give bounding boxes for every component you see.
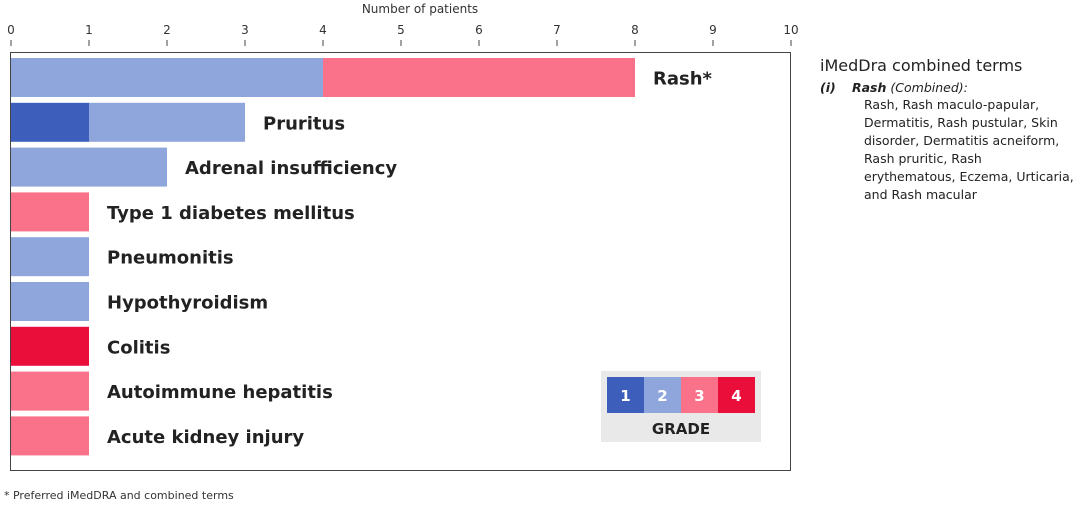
combined-term-number: (i) <box>820 80 836 95</box>
category-label: Hypothyroidism <box>107 293 268 314</box>
category-labels: Rash* Pruritus Adrenal insufficiency Type 1… <box>107 69 713 448</box>
bar-segment-grade-1 <box>11 102 89 142</box>
x-tick-label: 0 <box>7 23 15 37</box>
bar-segment-grade-2 <box>11 147 167 187</box>
legend-swatch-grade-3 <box>681 377 718 413</box>
x-tick-label: 9 <box>709 23 717 37</box>
bar-segment-grade-3 <box>11 192 89 232</box>
x-tick-label: 8 <box>631 23 639 37</box>
category-label: Adrenal insufficiency <box>185 158 397 179</box>
bars <box>11 58 635 456</box>
legend-title: GRADE <box>652 420 710 438</box>
bar-segment-grade-2 <box>11 58 323 97</box>
legend-swatch-grade-1 <box>607 377 644 413</box>
category-label: Pruritus <box>263 113 345 134</box>
combined-term-name: Rash <box>852 80 887 95</box>
grade-legend: 1 2 3 4 GRADE <box>601 371 761 442</box>
x-tick-label: 6 <box>475 23 483 37</box>
bar-segment-grade-2 <box>11 282 89 321</box>
combined-term-heading: Rash (Combined): <box>852 79 968 96</box>
combined-terms-title: iMedDra combined terms <box>820 56 1023 75</box>
x-tick-label: 7 <box>553 23 561 37</box>
x-tick-label: 4 <box>319 23 327 37</box>
x-axis-ticks: 0 1 2 3 4 5 6 7 8 9 10 <box>7 23 799 46</box>
category-label: Rash* <box>653 69 713 90</box>
combined-terms-panel: iMedDra combined terms (i) Rash (Combine… <box>820 56 1076 204</box>
legend-label: 4 <box>731 387 741 405</box>
x-tick-label: 2 <box>163 23 171 37</box>
legend-label: 3 <box>694 387 704 405</box>
bar-segment-grade-3 <box>11 371 89 411</box>
plot-frame <box>10 52 791 471</box>
x-axis-title: Number of patients <box>362 2 478 16</box>
bar-segment-grade-4 <box>11 326 89 366</box>
legend-label: 2 <box>657 387 667 405</box>
bar-segment-grade-2 <box>11 237 89 277</box>
category-label: Type 1 diabetes mellitus <box>107 203 355 224</box>
category-label: Pneumonitis <box>107 248 234 269</box>
x-tick-label: 1 <box>85 23 93 37</box>
combined-term-item: (i) Rash (Combined): <box>820 79 1076 96</box>
x-tick-label: 5 <box>397 23 405 37</box>
legend-swatch-grade-4 <box>718 377 755 413</box>
combined-term-qualifier: (Combined): <box>890 80 968 95</box>
category-label: Colitis <box>107 337 170 358</box>
x-tick-label: 10 <box>783 23 798 37</box>
combined-term-list: Rash, Rash maculo-papular, Dermatitis, R… <box>864 97 1074 202</box>
bar-chart: Number of patients 0 1 2 3 4 5 6 7 8 9 10 Rash* Pru… <box>7 2 799 471</box>
footnote: * Preferred iMedDRA and combined terms <box>4 489 234 502</box>
bar-segment-grade-3 <box>323 58 635 97</box>
category-label: Autoimmune hepatitis <box>107 382 333 403</box>
legend-label: 1 <box>620 387 630 405</box>
bar-segment-grade-3 <box>11 416 89 456</box>
x-tick-label: 3 <box>241 23 249 37</box>
category-label: Acute kidney injury <box>107 427 304 448</box>
legend-swatch-grade-2 <box>644 377 681 413</box>
bar-segment-grade-2 <box>89 102 245 142</box>
